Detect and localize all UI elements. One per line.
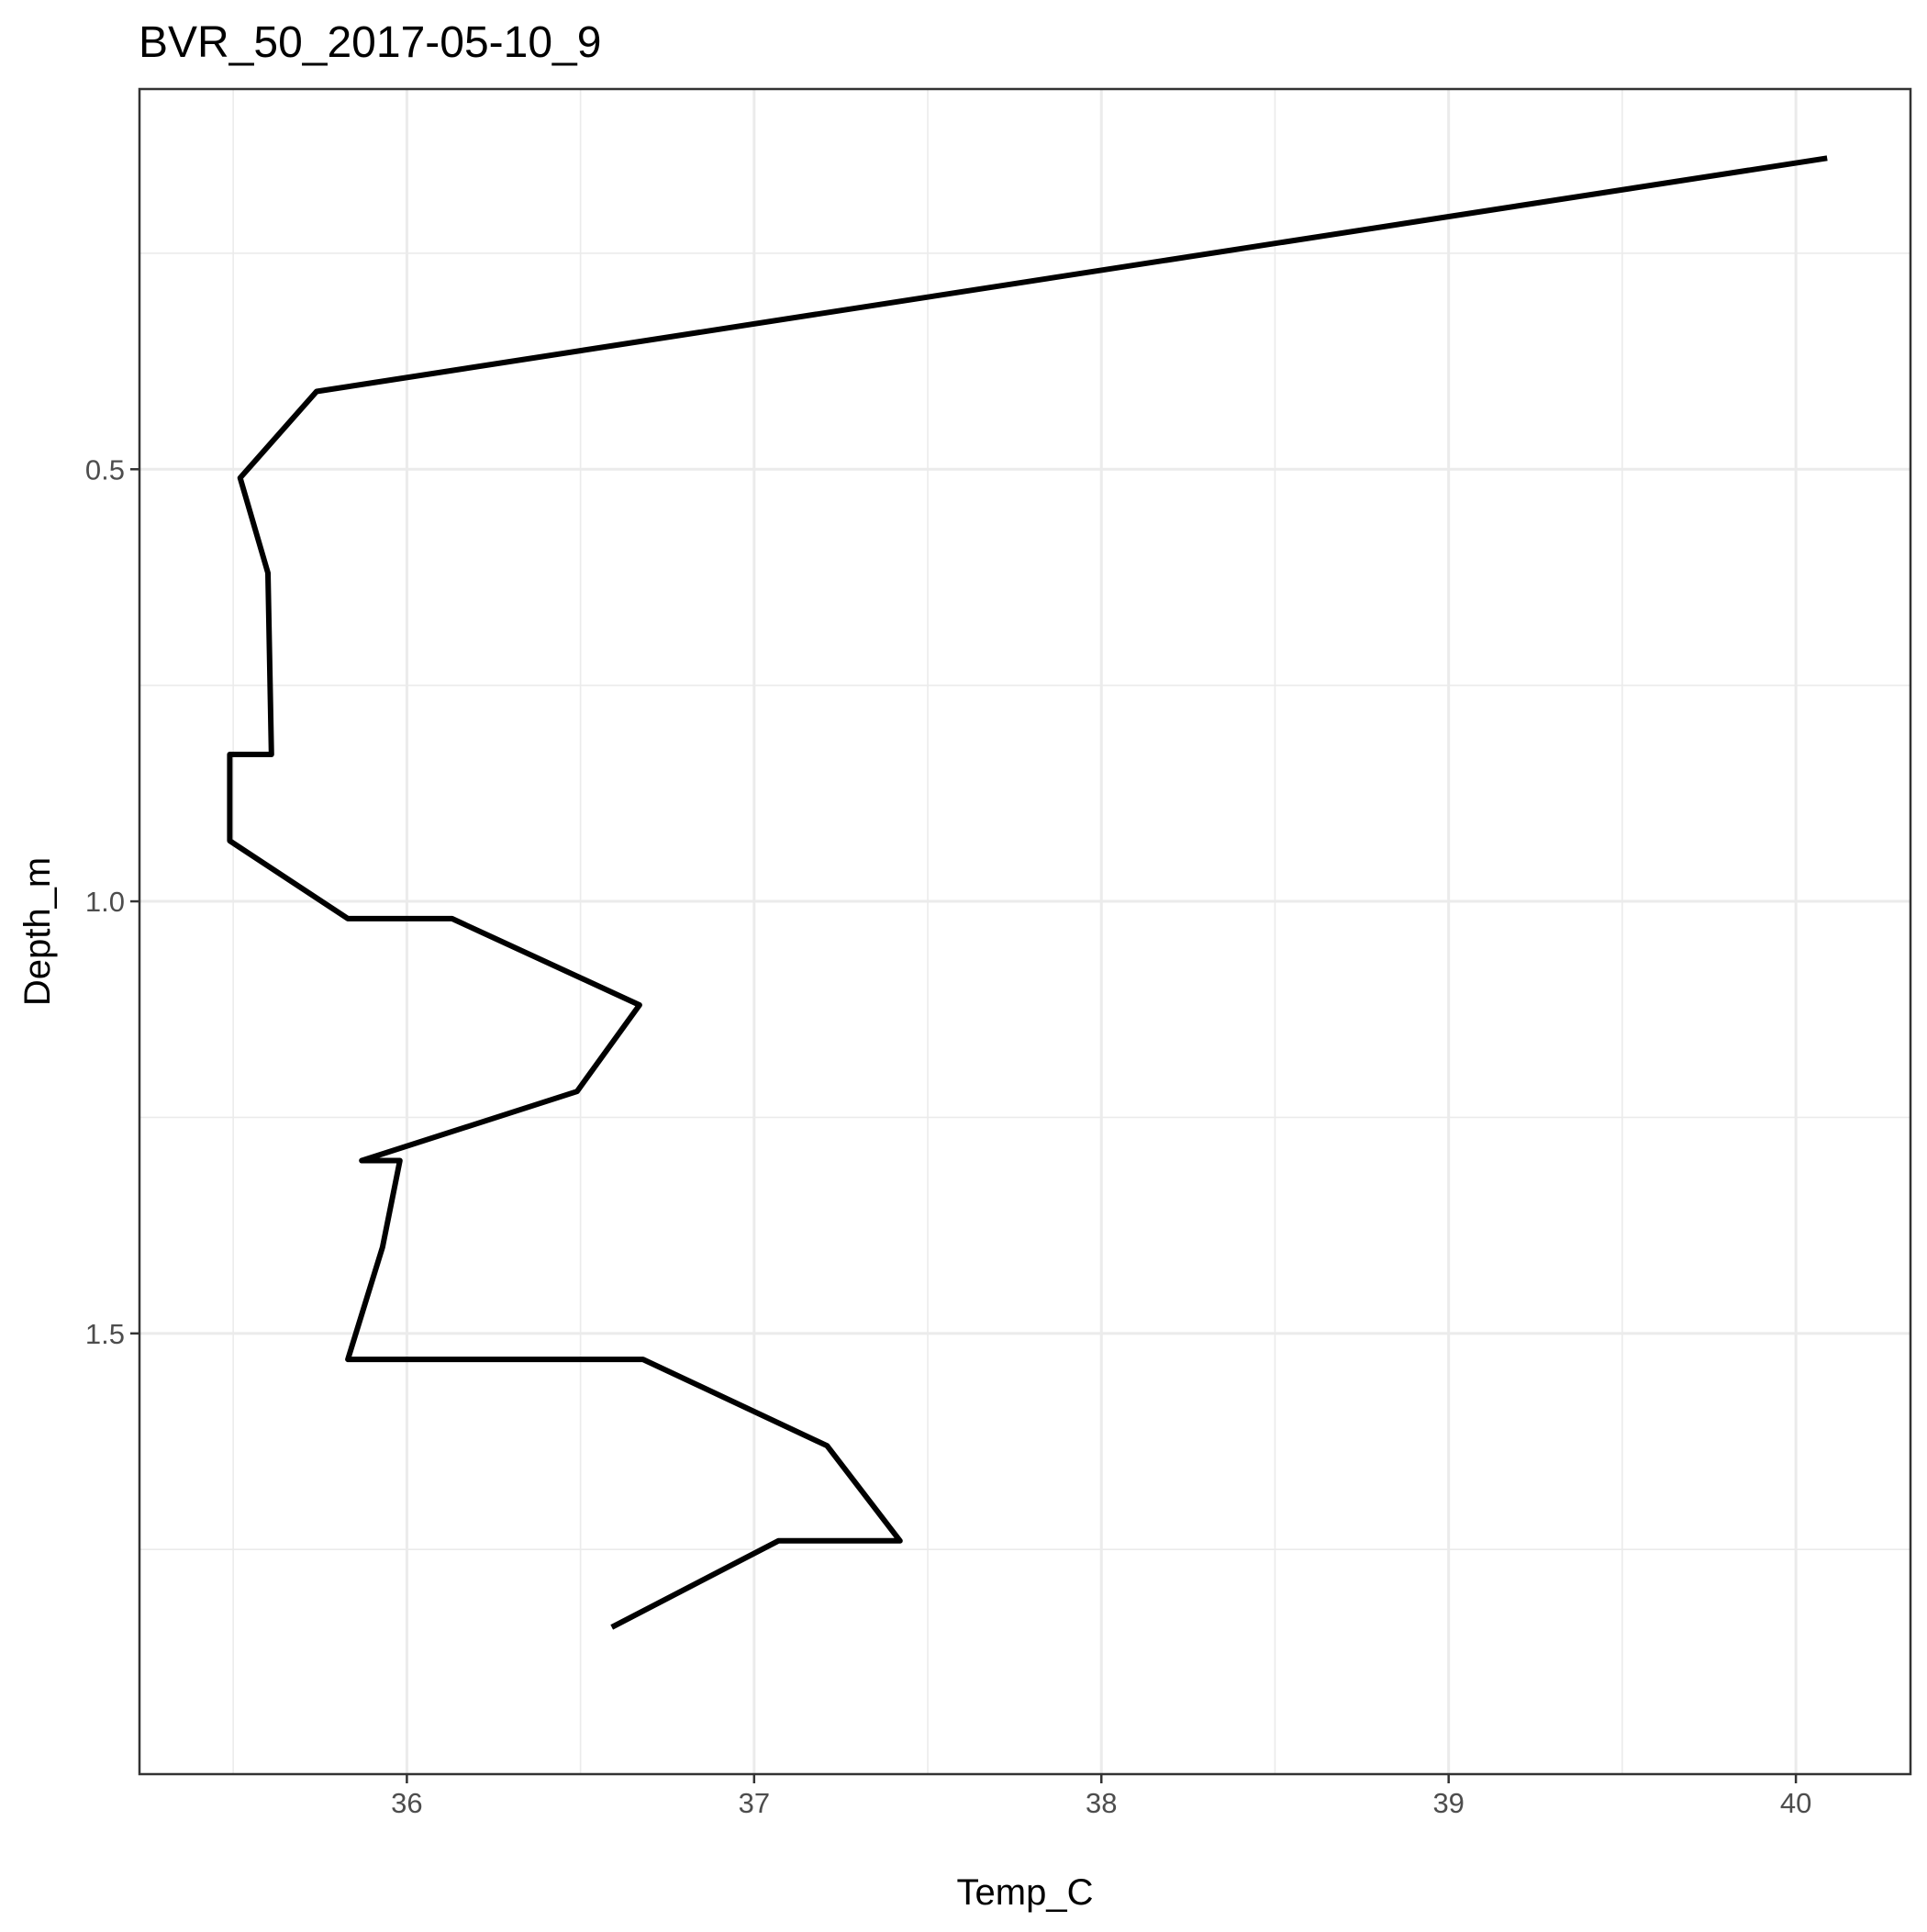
- x-tick-label: 37: [739, 1787, 770, 1819]
- y-tick-label: 0.5: [85, 453, 125, 486]
- x-tick-label: 40: [1780, 1787, 1811, 1819]
- y-axis-title: Depth_m: [17, 857, 58, 1006]
- y-tick-label: 1.0: [85, 886, 125, 918]
- grid: [139, 89, 1910, 1774]
- axes: 36 37 38 39 40 0.5 1.0 1.5: [85, 453, 1811, 1819]
- x-axis-title: Temp_C: [957, 1872, 1094, 1913]
- series-layer: [227, 155, 1828, 1630]
- y-tick-label: 1.5: [85, 1318, 125, 1350]
- x-tick-label: 38: [1086, 1787, 1117, 1819]
- x-tick-label: 39: [1432, 1787, 1464, 1819]
- x-tick-label: 36: [391, 1787, 422, 1819]
- series-line: [227, 155, 1828, 1630]
- panel-border: [138, 87, 1912, 1776]
- chart-title: BVR_50_2017-05-10_9: [139, 18, 601, 67]
